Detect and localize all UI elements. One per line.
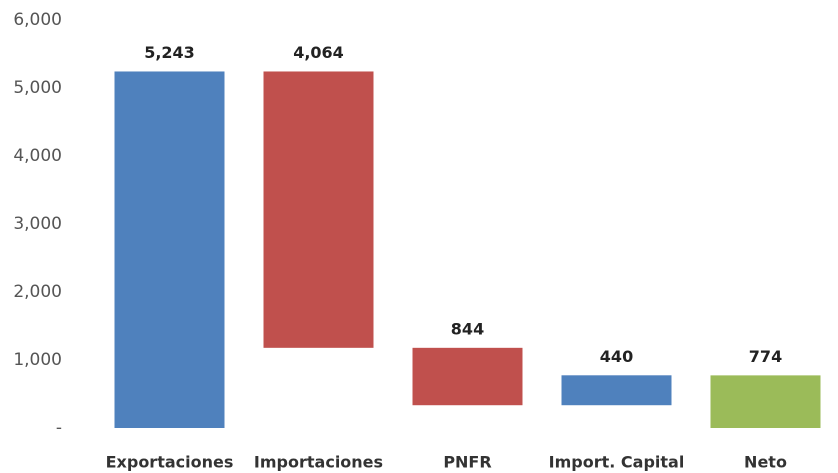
bar [263,71,374,348]
data-label: 774 [749,347,782,366]
x-tick-label: PNFR [443,453,491,472]
x-tick-label: Importaciones [254,453,383,472]
y-tick-label: 2,000 [13,282,62,302]
data-label: 5,243 [144,43,195,62]
y-tick-label: - [56,418,62,438]
data-label: 440 [600,347,633,366]
y-tick-label: 4,000 [13,146,62,166]
bar [710,375,821,428]
x-tick-label: Neto [744,453,787,472]
y-tick-label: 3,000 [13,214,62,234]
bar [561,375,672,406]
bar [114,71,225,428]
x-tick-label: Import. Capital [549,453,685,472]
x-tick-label: Exportaciones [106,453,234,472]
y-tick-label: 1,000 [13,350,62,370]
bar [412,347,523,406]
y-tick-label: 6,000 [13,10,62,30]
data-label: 4,064 [293,43,344,62]
data-label: 844 [451,319,484,338]
y-tick-label: 5,000 [13,78,62,98]
